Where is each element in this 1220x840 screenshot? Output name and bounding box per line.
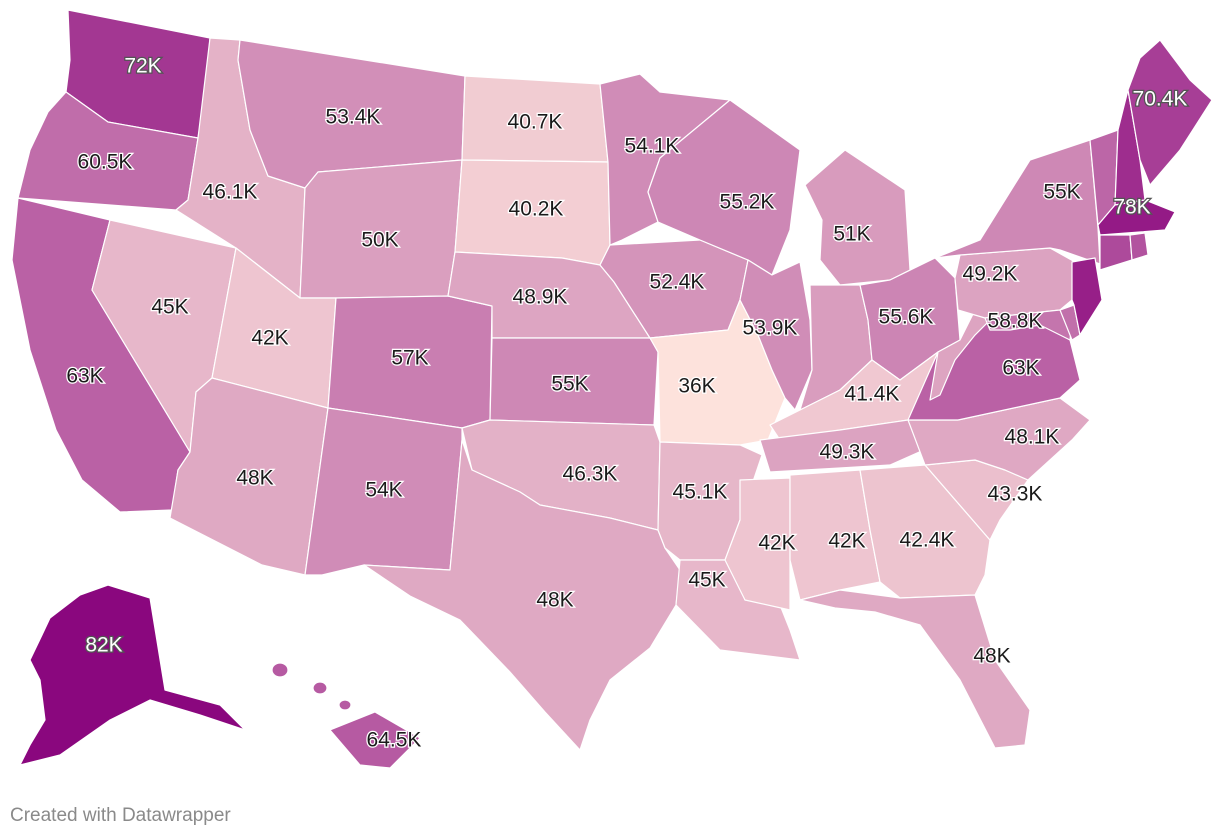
value-label-al: 42K	[828, 530, 865, 553]
value-label-mo: 36K	[678, 375, 715, 398]
value-label-ks: 55K	[551, 373, 588, 396]
state-nj[interactable]	[1071, 257, 1103, 336]
value-label-wi: 55.2K	[720, 191, 775, 214]
value-label-va: 63K	[1002, 357, 1039, 380]
value-label-md: 58.8K	[988, 310, 1043, 333]
value-label-id: 46.1K	[203, 181, 258, 204]
value-label-il: 53.9K	[743, 317, 798, 340]
value-label-la: 45K	[688, 569, 725, 592]
value-label-ca: 63K	[66, 365, 103, 388]
value-label-nc: 48.1K	[1005, 426, 1060, 449]
value-label-nv: 45K	[151, 296, 188, 319]
us-choropleth-map: 72K 60.5K 63K 45K 46.1K 53.4K 50K 42K 48K 57K 54K 4…	[11, 9, 1213, 769]
value-label-ny: 55K	[1043, 181, 1080, 204]
value-label-ky: 41.4K	[845, 383, 900, 406]
state-me[interactable]	[1127, 39, 1213, 186]
state-ak[interactable]	[19, 584, 246, 766]
state-tx[interactable]	[363, 439, 681, 751]
value-label-oh: 55.6K	[879, 306, 934, 329]
value-label-sd: 40.2K	[509, 198, 564, 221]
state-ks[interactable]	[489, 337, 659, 426]
value-label-co: 57K	[391, 347, 428, 370]
value-label-ut: 42K	[251, 327, 288, 350]
value-label-hi: 64.5K	[367, 729, 422, 752]
value-label-nm: 54K	[365, 479, 402, 502]
value-label-ga: 42.4K	[900, 529, 955, 552]
value-label-fl: 48K	[973, 645, 1010, 668]
state-nh[interactable]	[1114, 89, 1146, 206]
state-ri[interactable]	[1129, 232, 1149, 261]
state-fl[interactable]	[799, 589, 1031, 749]
value-label-mt: 53.4K	[326, 106, 381, 129]
state-hi[interactable]	[329, 711, 421, 769]
value-label-ia: 52.4K	[650, 271, 705, 294]
value-label-nd: 40.7K	[508, 111, 563, 134]
state-ct[interactable]	[1099, 234, 1133, 271]
value-label-me: 70.4K	[1133, 88, 1188, 111]
state-mi[interactable]	[804, 149, 911, 286]
value-label-wa: 72K	[124, 55, 161, 78]
state-hi-islet-2[interactable]	[312, 681, 328, 695]
value-label-ak: 82K	[85, 634, 122, 657]
datawrapper-credit: Created with Datawrapper	[10, 805, 231, 826]
value-label-mi: 51K	[833, 223, 870, 246]
value-label-tn: 49.3K	[820, 441, 875, 464]
state-ny[interactable]	[934, 139, 1101, 265]
state-hi-islet-3[interactable]	[338, 699, 352, 711]
value-label-ne: 48.9K	[513, 286, 568, 309]
value-label-ar: 45.1K	[673, 481, 728, 504]
value-label-ok: 46.3K	[563, 463, 618, 486]
value-label-wy: 50K	[361, 229, 398, 252]
value-label-ma: 78K	[1113, 196, 1150, 219]
state-hi-islet-1[interactable]	[271, 662, 289, 678]
value-label-az: 48K	[236, 467, 273, 490]
value-label-mn: 54.1K	[625, 135, 680, 158]
value-label-pa: 49.2K	[963, 263, 1018, 286]
value-label-sc: 43.3K	[988, 483, 1043, 506]
value-label-tx: 48K	[536, 589, 573, 612]
value-label-ms: 42K	[758, 532, 795, 555]
value-label-or: 60.5K	[78, 151, 133, 174]
